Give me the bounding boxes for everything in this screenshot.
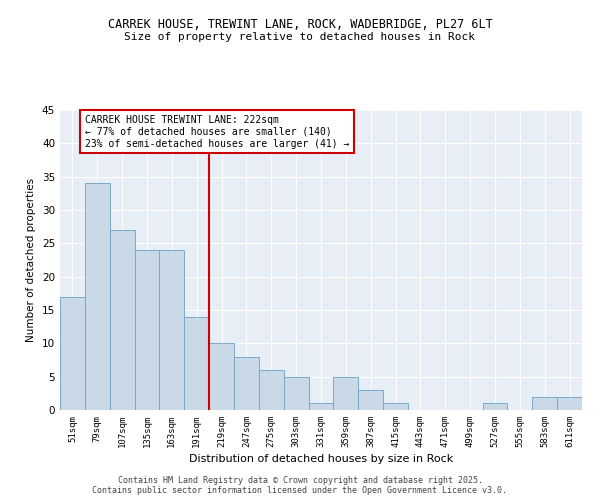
- Text: CARREK HOUSE TREWINT LANE: 222sqm
← 77% of detached houses are smaller (140)
23%: CARREK HOUSE TREWINT LANE: 222sqm ← 77% …: [85, 116, 349, 148]
- Bar: [160, 250, 184, 410]
- Bar: [557, 396, 582, 410]
- Text: Size of property relative to detached houses in Rock: Size of property relative to detached ho…: [125, 32, 476, 42]
- X-axis label: Distribution of detached houses by size in Rock: Distribution of detached houses by size …: [189, 454, 453, 464]
- Bar: [85, 184, 110, 410]
- Bar: [482, 404, 508, 410]
- Bar: [209, 344, 234, 410]
- Text: CARREK HOUSE, TREWINT LANE, ROCK, WADEBRIDGE, PL27 6LT: CARREK HOUSE, TREWINT LANE, ROCK, WADEBR…: [107, 18, 493, 30]
- Bar: [234, 356, 259, 410]
- Bar: [284, 376, 308, 410]
- Bar: [110, 230, 134, 410]
- Text: Contains HM Land Registry data © Crown copyright and database right 2025.
Contai: Contains HM Land Registry data © Crown c…: [92, 476, 508, 495]
- Bar: [134, 250, 160, 410]
- Bar: [383, 404, 408, 410]
- Bar: [334, 376, 358, 410]
- Bar: [184, 316, 209, 410]
- Y-axis label: Number of detached properties: Number of detached properties: [26, 178, 37, 342]
- Bar: [259, 370, 284, 410]
- Bar: [532, 396, 557, 410]
- Bar: [60, 296, 85, 410]
- Bar: [358, 390, 383, 410]
- Bar: [308, 404, 334, 410]
